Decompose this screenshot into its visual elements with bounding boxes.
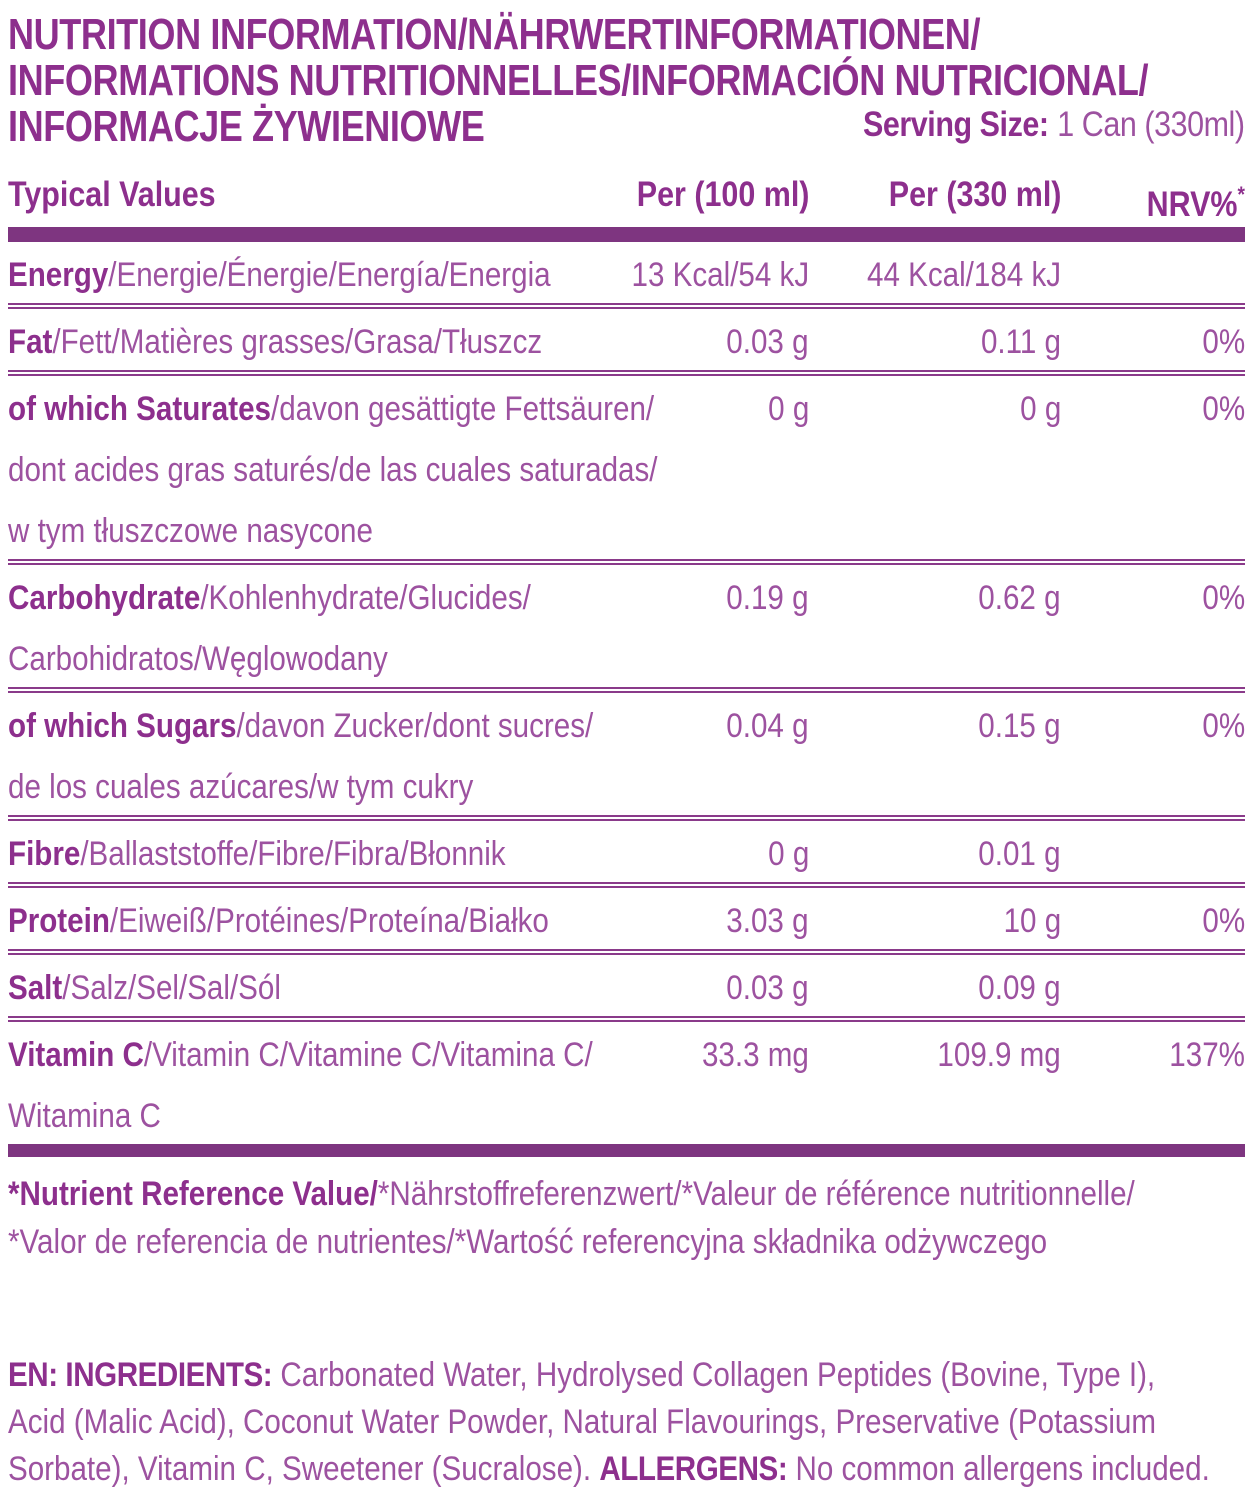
allergens-heading: ALLERGENS:: [599, 1450, 788, 1488]
value-per-330ml: 109.9 mg: [937, 1036, 1061, 1074]
nutrient-name: Fat/Fett/Matières grasses/Grasa/Tłuszcz: [8, 323, 543, 361]
value-per-100ml: 0 g: [767, 835, 809, 873]
per-100ml-header: Per (100 ml): [636, 175, 809, 214]
title-line-3-text: INFORMACJE ŻYWIENIOWE: [8, 102, 485, 151]
ingredients-line-1: EN: INGREDIENTS: Carbonated Water, Hydro…: [8, 1356, 1156, 1394]
nutrient-row-protein: Protein/Eiweiß/Protéines/Proteína/Białko…: [8, 882, 1245, 949]
ingredients-paragraph: EN: INGREDIENTS: Carbonated Water, Hydro…: [8, 1352, 1245, 1493]
nutrient-name-continuation: de los cuales azúcares/w tym cukry: [8, 768, 474, 806]
value-per-100ml: 3.03 g: [726, 902, 809, 940]
value-per-100ml: 0.19 g: [726, 579, 809, 617]
title-block: NUTRITION INFORMATION/NÄHRWERTINFORMATIO…: [8, 8, 1245, 150]
nutrient-name-continuation: w tym tłuszczowe nasycone: [8, 512, 373, 550]
title-line-1-text: NUTRITION INFORMATION/NÄHRWERTINFORMATIO…: [8, 10, 981, 59]
value-per-330ml: 0.15 g: [978, 707, 1061, 745]
value-per-330ml: 0.09 g: [978, 969, 1061, 1007]
typical-values-header: Typical Values: [8, 175, 216, 214]
nutrient-name-continuation: dont acides gras saturés/de las cuales s…: [8, 451, 658, 489]
value-per-330ml: 0 g: [1019, 390, 1061, 428]
nutrient-row-sugars: of which Sugars/davon Zucker/dont sucres…: [8, 687, 1245, 815]
title-line-2-text: INFORMATIONS NUTRITIONNELLES/INFORMACIÓN…: [8, 56, 1149, 105]
nutrient-name-continuation: Witamina C: [8, 1097, 161, 1135]
nrv-asterisk: *: [1237, 182, 1245, 207]
nutrient-name: Fibre/Ballaststoffe/Fibre/Fibra/Błonnik: [8, 835, 506, 873]
ingredients-heading: EN: INGREDIENTS:: [8, 1356, 273, 1394]
nutrient-row-carbohydrate: Carbohydrate/Kohlenhydrate/Glucides/ 0.1…: [8, 559, 1245, 687]
nutrition-table: Energy/Energie/Énergie/Energía/Energia 1…: [8, 242, 1245, 1144]
nutrient-name: of which Sugars/davon Zucker/dont sucres…: [8, 707, 594, 745]
title-line-3: INFORMACJE ŻYWIENIOWE Serving Size: 1 Can…: [8, 104, 1245, 150]
column-headers: Typical Values Per (100 ml) Per (330 ml)…: [8, 174, 1245, 224]
nrv-value: 137%: [1169, 1036, 1245, 1074]
value-per-330ml: 44 Kcal/184 kJ: [866, 256, 1061, 294]
nutrient-name: Protein/Eiweiß/Protéines/Proteína/Białko: [8, 902, 549, 940]
serving-size: Serving Size: 1 Can (330ml): [806, 102, 1245, 148]
separator-bar-bottom: [8, 1144, 1245, 1157]
nutrient-row-saturates: of which Saturates/davon gesättigte Fett…: [8, 370, 1245, 559]
nutrient-name: Energy/Energie/Énergie/Energía/Energia: [8, 256, 551, 294]
separator-bar-top: [8, 227, 1245, 242]
nutrient-name-continuation: Carbohidratos/Węglowodany: [8, 640, 388, 678]
nutrient-row-salt: Salt/Salz/Sel/Sal/Sól 0.03 g 0.09 g: [8, 949, 1245, 1016]
nutrient-row-fat: Fat/Fett/Matières grasses/Grasa/Tłuszcz …: [8, 303, 1245, 370]
value-per-100ml: 33.3 mg: [702, 1036, 809, 1074]
nutrient-row-energy: Energy/Energie/Énergie/Energía/Energia 1…: [8, 242, 1245, 303]
footnote-line-1: *Nutrient Reference Value/*Nährstoffrefe…: [8, 1175, 1135, 1213]
nrv-value: 0%: [1202, 390, 1245, 428]
footnote-line-2: *Valor de referencia de nutrientes/*Wart…: [8, 1223, 1048, 1261]
value-per-330ml: 0.62 g: [978, 579, 1061, 617]
value-per-330ml: 10 g: [1003, 902, 1061, 940]
value-per-100ml: 0.03 g: [726, 969, 809, 1007]
value-per-100ml: 0.03 g: [726, 323, 809, 361]
footnote: *Nutrient Reference Value/*Nährstoffrefe…: [8, 1170, 1245, 1266]
nrv-value: 0%: [1202, 902, 1245, 940]
nutrient-row-fibre: Fibre/Ballaststoffe/Fibre/Fibra/Błonnik …: [8, 815, 1245, 882]
nrv-value: 0%: [1202, 323, 1245, 361]
value-per-100ml: 0.04 g: [726, 707, 809, 745]
nutrient-name: Carbohydrate/Kohlenhydrate/Glucides/: [8, 579, 531, 617]
value-per-330ml: 0.11 g: [980, 323, 1061, 361]
nutrient-name: Salt/Salz/Sel/Sal/Sól: [8, 969, 281, 1007]
nrv-value: 0%: [1202, 579, 1245, 617]
value-per-330ml: 0.01 g: [978, 835, 1061, 873]
ingredients-line-3: Sorbate), Vitamin C, Sweetener (Sucralos…: [8, 1450, 1210, 1488]
serving-size-value: 1 Can (330ml): [1057, 105, 1246, 144]
nrv-header: NRV%*: [1146, 182, 1245, 224]
nutrient-row-vitamin-c: Vitamin C/Vitamin C/Vitamine C/Vitamina …: [8, 1016, 1245, 1144]
value-per-100ml: 0 g: [767, 390, 809, 428]
title-line-1: NUTRITION INFORMATION/NÄHRWERTINFORMATIO…: [8, 12, 1245, 58]
nrv-value: 0%: [1202, 707, 1245, 745]
ingredients-line-2: Acid (Malic Acid), Coconut Water Powder,…: [8, 1403, 1157, 1441]
serving-size-label: Serving Size:: [863, 105, 1050, 144]
nutrient-name: Vitamin C/Vitamin C/Vitamine C/Vitamina …: [8, 1036, 593, 1074]
nutrient-name: of which Saturates/davon gesättigte Fett…: [8, 390, 655, 428]
title-line-2: INFORMATIONS NUTRITIONNELLES/INFORMACIÓN…: [8, 58, 1245, 104]
per-330ml-header: Per (330 ml): [888, 175, 1061, 214]
value-per-100ml: 13 Kcal/54 kJ: [631, 256, 809, 294]
